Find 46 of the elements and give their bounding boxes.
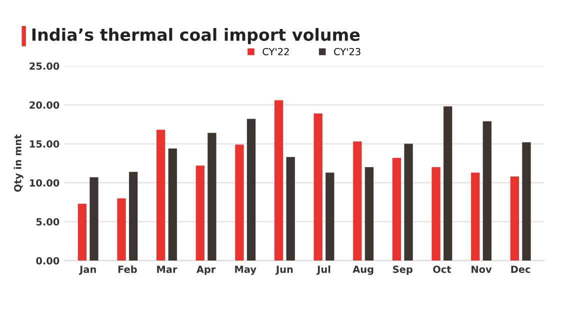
bar (286, 157, 295, 261)
bar (444, 106, 452, 261)
bar (208, 132, 216, 261)
bar (156, 130, 166, 261)
bar (274, 100, 284, 261)
x-tick-label: Jul (316, 265, 330, 275)
y-tick-label: 10.00 (30, 179, 60, 187)
x-tick-label: Jan (79, 266, 96, 275)
bar (471, 172, 480, 261)
bar (235, 144, 244, 261)
bar (522, 142, 531, 261)
x-tick-label: Dec (511, 266, 530, 274)
x-tick-label: Apr (196, 266, 216, 275)
bar (246, 118, 256, 261)
legend-label: CY'23 (334, 48, 360, 56)
y-tick-label: 0.00 (36, 257, 60, 264)
bar (353, 141, 362, 261)
bar (510, 176, 520, 261)
bar (128, 172, 138, 261)
bar (432, 167, 440, 261)
x-tick-label: Mar (157, 266, 178, 274)
bar (90, 177, 98, 261)
bar (404, 144, 413, 261)
bar (364, 167, 374, 261)
bar (392, 158, 402, 261)
bar (117, 198, 126, 261)
y-tick-label: 20.00 (30, 101, 60, 109)
chart-title: India’s thermal coal import volume (32, 28, 360, 44)
x-tick-label: Oct (433, 266, 452, 274)
bar (482, 121, 492, 261)
legend-label: CY'22 (262, 48, 289, 56)
x-tick-label: Feb (118, 265, 137, 274)
x-tick-label: Nov (472, 266, 492, 274)
x-tick-label: Aug (352, 266, 374, 275)
y-tick-label: 25.00 (30, 62, 60, 70)
bar (78, 204, 87, 261)
y-tick-label: 15.00 (30, 140, 60, 148)
bar (326, 172, 334, 261)
x-tick-label: Sep (393, 266, 412, 275)
bar (314, 113, 322, 261)
bar (196, 166, 204, 261)
x-tick-label: Jun (275, 266, 293, 275)
x-tick-label: May (235, 266, 256, 275)
y-tick-label: 5.00 (36, 218, 60, 226)
bar (168, 148, 177, 261)
y-axis-title: Qty in mnt (14, 134, 24, 192)
